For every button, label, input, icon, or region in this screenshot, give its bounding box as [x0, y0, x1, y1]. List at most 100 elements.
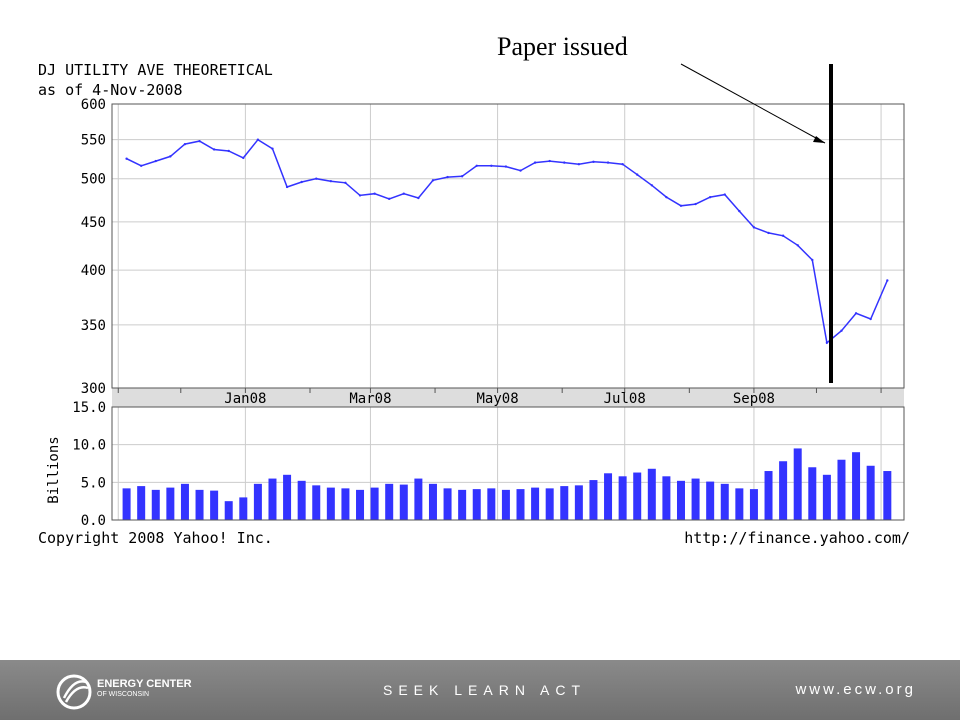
footer-bar: ENERGY CENTER OF WISCONSIN SEEK LEARN AC… [0, 660, 960, 720]
volume-bar [706, 481, 715, 520]
volume-bar [618, 476, 627, 520]
volume-bar [458, 489, 467, 520]
volume-bar [326, 487, 335, 520]
annotation-arrow [680, 63, 826, 144]
price-point [796, 244, 799, 247]
volume-bar [370, 487, 379, 520]
price-point [811, 258, 814, 262]
volume-bar [385, 483, 394, 520]
price-point [854, 312, 858, 315]
volume-bar [151, 489, 160, 520]
source-url[interactable]: http://finance.yahoo.com/ [684, 529, 910, 547]
energy-center-logo-icon [56, 674, 92, 710]
price-y-tick-label: 400 [81, 263, 106, 279]
volume-bar [764, 471, 773, 520]
volume-bar [297, 480, 306, 520]
price-point [198, 139, 201, 143]
tagline: SEEK LEARN ACT [383, 682, 587, 698]
x-tick-label: Mar08 [349, 391, 391, 407]
price-point [606, 161, 610, 164]
annotation-label: Paper issued [497, 32, 628, 61]
volume-bar [647, 468, 656, 520]
chart-title: DJ UTILITY AVE THEORETICAL [38, 61, 273, 79]
volume-bar [283, 474, 292, 520]
price-points [125, 138, 889, 344]
volume-bar [195, 489, 204, 520]
volume-bar [166, 487, 175, 520]
price-y-axis: 300 350 400 450 500 550 600 [81, 97, 106, 397]
price-point [533, 161, 537, 164]
x-tick-label: Jul08 [604, 391, 646, 407]
price-point [781, 234, 785, 237]
org-name: ENERGY CENTER [97, 678, 192, 690]
price-point [417, 196, 420, 200]
price-point [154, 159, 157, 163]
price-point [650, 184, 654, 187]
price-y-tick-label: 450 [81, 215, 106, 231]
x-tick-label: Jan08 [224, 391, 266, 407]
volume-y-axis: 0.0 5.0 10.0 15.0 [72, 400, 106, 529]
price-point [256, 138, 260, 141]
volume-y-tick-label: 0.0 [81, 513, 106, 529]
price-point [460, 175, 464, 178]
volume-bar [779, 461, 788, 520]
price-point [708, 195, 712, 199]
volume-bar [122, 488, 131, 520]
volume-bars [122, 448, 892, 520]
volume-plot-frame [111, 406, 905, 521]
price-point [139, 164, 143, 167]
volume-bar [224, 501, 233, 520]
price-y-tick-label: 350 [81, 318, 106, 334]
volume-bar [137, 486, 146, 520]
volume-bar [414, 478, 423, 520]
volume-bar [428, 483, 437, 520]
volume-axis-label: Billions [46, 436, 62, 503]
price-point [840, 329, 843, 332]
volume-bar [253, 483, 262, 520]
volume-bar [180, 483, 189, 520]
volume-bar [749, 489, 758, 520]
price-point [315, 177, 318, 180]
volume-bar [516, 489, 525, 520]
price-point [344, 181, 347, 185]
price-point [300, 180, 303, 184]
price-point [490, 164, 493, 167]
price-point [388, 197, 391, 201]
volume-bar [883, 471, 892, 520]
price-point [723, 193, 726, 196]
price-point [548, 159, 551, 163]
price-point [577, 163, 581, 166]
volume-bar [720, 483, 729, 520]
price-point [125, 157, 128, 160]
volume-bar [239, 497, 248, 520]
volume-bar [852, 452, 861, 520]
price-point [679, 204, 683, 208]
volume-bar [866, 465, 875, 520]
volume-bar [560, 486, 569, 520]
copyright-text: Copyright 2008 Yahoo! Inc. [38, 529, 273, 547]
volume-bar [604, 473, 613, 520]
price-point [752, 226, 756, 229]
volume-bar [676, 480, 685, 520]
price-point [227, 149, 230, 153]
annotation-arrowhead [813, 136, 825, 143]
price-point [169, 155, 172, 158]
price-grid [112, 103, 904, 389]
volume-bar [545, 488, 554, 520]
volume-bar [822, 474, 831, 520]
volume-bar [399, 484, 408, 520]
price-point [242, 156, 245, 160]
volume-bar [735, 488, 744, 520]
price-series-line [126, 138, 888, 345]
price-point [738, 209, 741, 213]
volume-bar [487, 488, 496, 520]
price-point [665, 195, 668, 199]
price-point [183, 142, 187, 146]
volume-bar [443, 488, 452, 520]
volume-bar [793, 448, 802, 520]
footer-url[interactable]: www.ecw.org [795, 681, 916, 698]
volume-bar [210, 490, 219, 520]
price-point [285, 185, 289, 189]
price-point [475, 164, 478, 167]
volume-bar [356, 489, 365, 520]
